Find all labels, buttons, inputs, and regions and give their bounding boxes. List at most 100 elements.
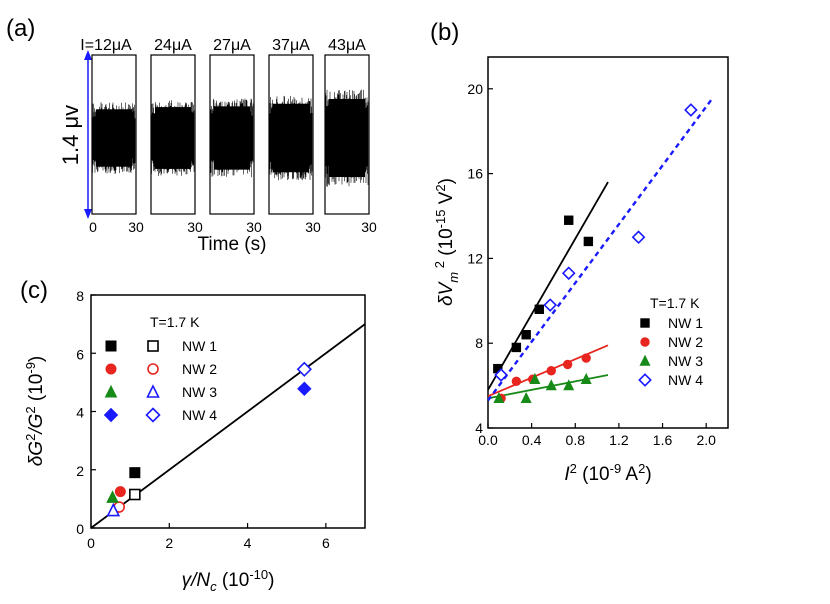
data-point-nw3 bbox=[493, 392, 505, 404]
panel-label-c: (c) bbox=[20, 277, 48, 304]
noise-core bbox=[155, 107, 191, 169]
noise-core bbox=[96, 109, 132, 167]
data-point-nw4-open bbox=[296, 361, 312, 377]
legend-marker-filled bbox=[105, 340, 117, 352]
trace-frame bbox=[91, 54, 137, 215]
trace-frame bbox=[324, 54, 370, 215]
x-tick-label: 30 bbox=[305, 219, 321, 235]
legend-label: NW 4 bbox=[668, 372, 703, 388]
x-tick-label: 0.8 bbox=[566, 432, 586, 448]
panel-b-x-axis-title: I2 (10-9 A2) bbox=[564, 461, 651, 485]
y-tick-label: 4 bbox=[475, 420, 483, 436]
data-point-nw1-filled bbox=[129, 467, 141, 479]
data-point-nw4 bbox=[543, 298, 558, 312]
data-point-nw3 bbox=[545, 379, 557, 391]
legend-label: NW 1 bbox=[668, 315, 703, 331]
y-tick-label: 0 bbox=[76, 521, 84, 537]
panel-label-b: (b) bbox=[430, 19, 459, 46]
legend-marker bbox=[640, 337, 650, 347]
x-tick-label: 4 bbox=[244, 535, 252, 551]
legend-marker-open bbox=[146, 384, 160, 398]
data-point-nw3 bbox=[520, 392, 532, 404]
data-point-nw3 bbox=[563, 379, 575, 391]
data-point-nw2 bbox=[562, 359, 573, 370]
legend-label: NW 3 bbox=[182, 384, 217, 400]
x-tick-label: 30 bbox=[246, 219, 262, 235]
trace-current-label: 27μA bbox=[213, 37, 251, 54]
legend-marker-open bbox=[145, 407, 161, 423]
scale-bar-arrow-down-icon bbox=[84, 209, 92, 219]
legend-marker-filled bbox=[105, 363, 117, 375]
x-tick-label: 2 bbox=[165, 535, 173, 551]
noise-trace-5: 43μA bbox=[324, 37, 370, 215]
legend-label: NW 1 bbox=[182, 338, 217, 354]
data-point-nw1 bbox=[521, 330, 531, 340]
y-tick-label: 16 bbox=[467, 166, 483, 182]
panel-c-x-axis-title: γ/Nc (10-10) bbox=[182, 567, 275, 594]
data-point-nw2 bbox=[511, 376, 522, 387]
panel-c-y-axis-title: δG2/G2 (10-9) bbox=[23, 356, 47, 467]
noise-trace-3: 27μA bbox=[209, 37, 255, 215]
scale-bar-label: 1.4 μv bbox=[58, 105, 83, 165]
legend-marker-open bbox=[147, 363, 159, 375]
data-point-nw3 bbox=[580, 372, 592, 384]
panel-c-legend: T=1.7 K NW 1 NW 2 NW 3 NW 4 bbox=[103, 314, 217, 423]
panel-b-chart: 0.0 0.4 0.8 1.2 1.6 2.0 4 8 12 16 20 T=1.7 K NW 1 N… bbox=[432, 56, 729, 485]
x-tick-label: 30 bbox=[128, 219, 144, 235]
fit-line-nw1 bbox=[487, 181, 609, 391]
trace-frame bbox=[268, 54, 314, 215]
x-tick-label: 0 bbox=[89, 219, 97, 235]
trace-current-label: 43μA bbox=[328, 37, 366, 54]
data-point-nw4 bbox=[561, 266, 576, 281]
noise-trace-1: I=12μA bbox=[80, 37, 137, 215]
data-point-nw2 bbox=[581, 353, 591, 363]
legend-label: NW 2 bbox=[668, 334, 703, 350]
data-point-nw4 bbox=[494, 368, 508, 382]
x-tick-label: 30 bbox=[187, 219, 203, 235]
data-point-nw2-filled bbox=[114, 486, 126, 498]
data-point-nw3 bbox=[529, 372, 541, 384]
legend-marker bbox=[639, 354, 651, 366]
panel-c-legend-title: T=1.7 K bbox=[150, 314, 200, 330]
data-point-nw3-filled bbox=[106, 490, 119, 503]
data-point-nw1 bbox=[511, 342, 522, 353]
y-tick-label: 4 bbox=[76, 405, 84, 421]
legend-label: NW 2 bbox=[182, 361, 217, 377]
y-tick-label: 2 bbox=[76, 463, 84, 479]
data-point-nw1 bbox=[564, 215, 574, 225]
legend-label: NW 4 bbox=[182, 407, 217, 423]
x-tick-label: 30 bbox=[361, 219, 377, 235]
data-point-nw2 bbox=[546, 366, 556, 376]
panel-label-a: (a) bbox=[6, 15, 35, 42]
legend-marker-filled bbox=[104, 384, 118, 398]
data-point-nw4 bbox=[684, 103, 698, 117]
data-point-nw4 bbox=[631, 230, 646, 245]
x-tick-label: 6 bbox=[322, 535, 330, 551]
noise-trace-2: 24μA bbox=[150, 37, 196, 215]
trace-current-label: 24μA bbox=[154, 37, 192, 54]
trace-frame bbox=[150, 54, 196, 215]
x-tick-label: 2.0 bbox=[696, 432, 716, 448]
y-tick-label: 12 bbox=[467, 250, 483, 266]
legend-marker bbox=[640, 318, 650, 328]
data-point-nw3-open bbox=[106, 502, 121, 517]
trace-current-label: 37μA bbox=[272, 37, 310, 54]
legend-marker-open bbox=[147, 340, 159, 352]
panel-c-chart: 0 2 4 6 0 2 4 6 8 T=1.7 K NW 1 NW 2 NW 3 NW 4 γ/Nc … bbox=[23, 288, 366, 594]
panel-a-x-axis-title: Time (s) bbox=[198, 234, 267, 255]
x-tick-label: 0.4 bbox=[522, 432, 542, 448]
y-tick-label: 8 bbox=[475, 335, 483, 351]
legend-marker bbox=[638, 373, 652, 387]
x-tick-label: 1.6 bbox=[653, 432, 673, 448]
y-tick-label: 8 bbox=[76, 288, 84, 304]
data-point-nw4-filled bbox=[297, 381, 312, 396]
panel-b-legend-title: T=1.7 K bbox=[650, 295, 700, 311]
trace-frame bbox=[209, 54, 255, 215]
panel-b-plot-frame bbox=[487, 56, 729, 429]
panel-b-y-axis-title: δVm 2 (10-15 V2) bbox=[432, 178, 461, 306]
trace-current-label: I=12μA bbox=[80, 37, 132, 54]
noise-trace-4: 37μA bbox=[268, 37, 314, 215]
legend-marker-filled bbox=[103, 407, 119, 423]
noise-core bbox=[329, 98, 365, 178]
